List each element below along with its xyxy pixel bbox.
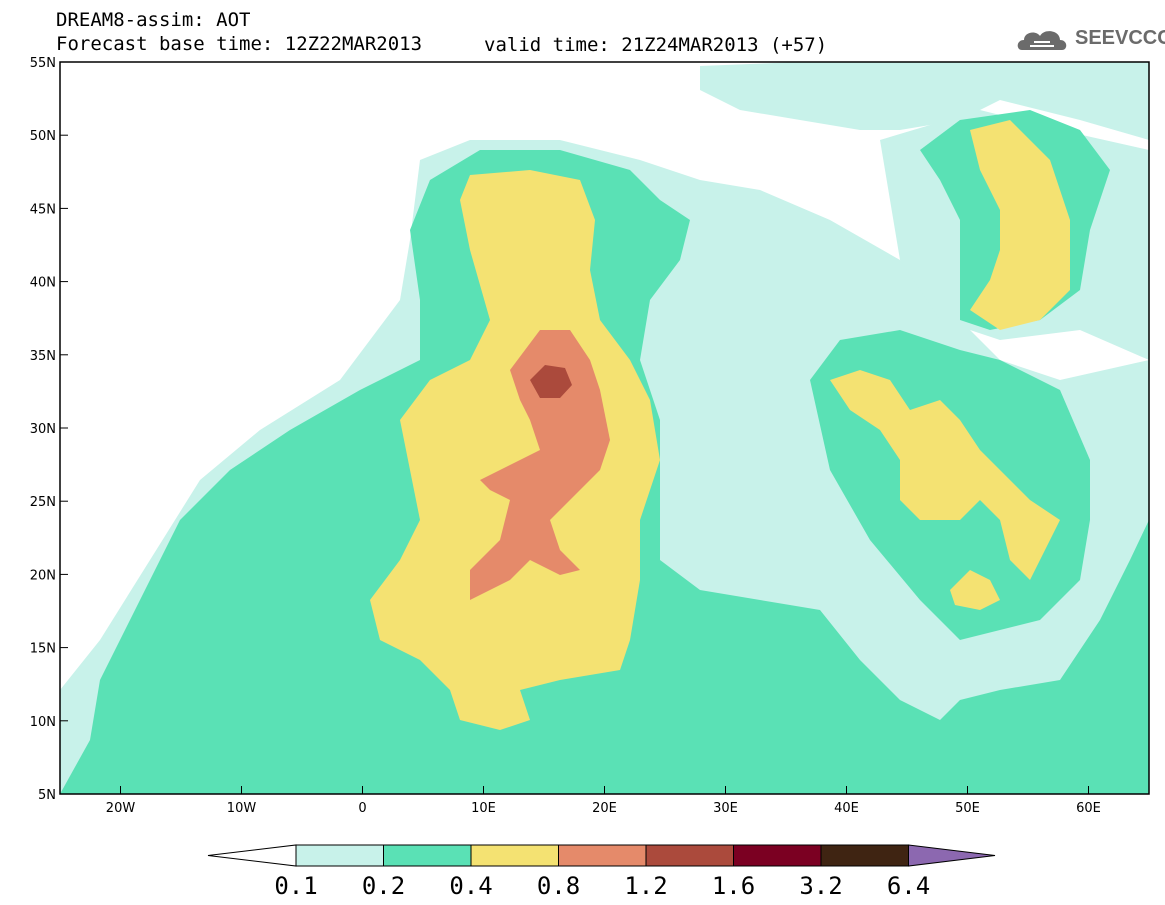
colorbar-box bbox=[820, 844, 909, 867]
colorbar-min-arrow bbox=[207, 844, 297, 867]
lat-tick-label: 25N bbox=[30, 495, 56, 510]
colorbar-box bbox=[470, 844, 559, 867]
lat-tick-label: 35N bbox=[30, 349, 56, 364]
lat-tick-label: 5N bbox=[38, 788, 56, 803]
lat-tick-label: 10N bbox=[30, 715, 56, 730]
colorbar-label: 0.2 bbox=[361, 872, 406, 900]
lat-tick-label: 15N bbox=[30, 642, 56, 657]
lat-tick-label: 50N bbox=[30, 129, 56, 144]
cloud-logo-icon bbox=[1017, 31, 1067, 50]
colorbar-box bbox=[645, 844, 734, 867]
forecast-base-time: Forecast base time: 12Z22MAR2013 bbox=[56, 33, 423, 55]
lon-tick-label: 40E bbox=[834, 801, 859, 816]
colorbar-label: 6.4 bbox=[886, 872, 931, 900]
lon-tick-label: 30E bbox=[713, 801, 738, 816]
colorbar-label: 3.2 bbox=[799, 872, 843, 900]
contour-0.8-libya bbox=[470, 330, 610, 600]
contour-0.1-northeast bbox=[700, 62, 1149, 140]
valid-time: valid time: 21Z24MAR2013 (+57) bbox=[484, 34, 828, 56]
colorbar-label: 1.6 bbox=[711, 872, 756, 900]
lon-tick-label: 0 bbox=[358, 801, 366, 816]
colorbar-box bbox=[295, 844, 384, 867]
contour-0.4-caspian bbox=[970, 120, 1070, 330]
map-title: DREAM8-assim: AOT bbox=[56, 9, 251, 31]
colorbar-label: 0.4 bbox=[449, 872, 493, 900]
lon-tick-label: 20W bbox=[106, 801, 136, 816]
colorbar-box bbox=[383, 844, 472, 867]
lat-tick-label: 40N bbox=[30, 276, 56, 291]
lon-tick-label: 60E bbox=[1076, 801, 1101, 816]
colorbar bbox=[207, 844, 996, 867]
lat-tick-label: 20N bbox=[30, 568, 56, 583]
contour-0.4-oman bbox=[950, 570, 1000, 610]
lon-tick-label: 20E bbox=[592, 801, 617, 816]
aot-contours bbox=[60, 62, 1149, 794]
contour-1.2-core bbox=[530, 365, 572, 398]
colorbar-label: 0.8 bbox=[536, 872, 581, 900]
colorbar-box bbox=[733, 844, 822, 867]
contour-0.4-arabia bbox=[830, 370, 1060, 580]
longitude-ticks: 20W 10W 0 10E 20E 30E 40E 50E 60E bbox=[106, 786, 1101, 816]
lon-tick-label: 10E bbox=[471, 801, 496, 816]
lon-tick-label: 10W bbox=[227, 801, 257, 816]
colorbar-max-arrow bbox=[908, 844, 996, 867]
logo-text: SEEVCCC bbox=[1075, 27, 1165, 49]
lat-tick-label: 30N bbox=[30, 422, 56, 437]
latitude-ticks: 55N 50N 45N 40N 35N 30N 25N 20N 15N 10N 5N bbox=[30, 56, 68, 803]
colorbar-box bbox=[558, 844, 647, 867]
contour-0.4-sahara bbox=[370, 170, 660, 730]
colorbar-label: 0.1 bbox=[274, 872, 318, 900]
lon-tick-label: 50E bbox=[955, 801, 980, 816]
colorbar-label: 1.2 bbox=[624, 872, 668, 900]
lat-tick-label: 45N bbox=[30, 202, 56, 217]
lat-tick-label: 55N bbox=[30, 56, 56, 71]
